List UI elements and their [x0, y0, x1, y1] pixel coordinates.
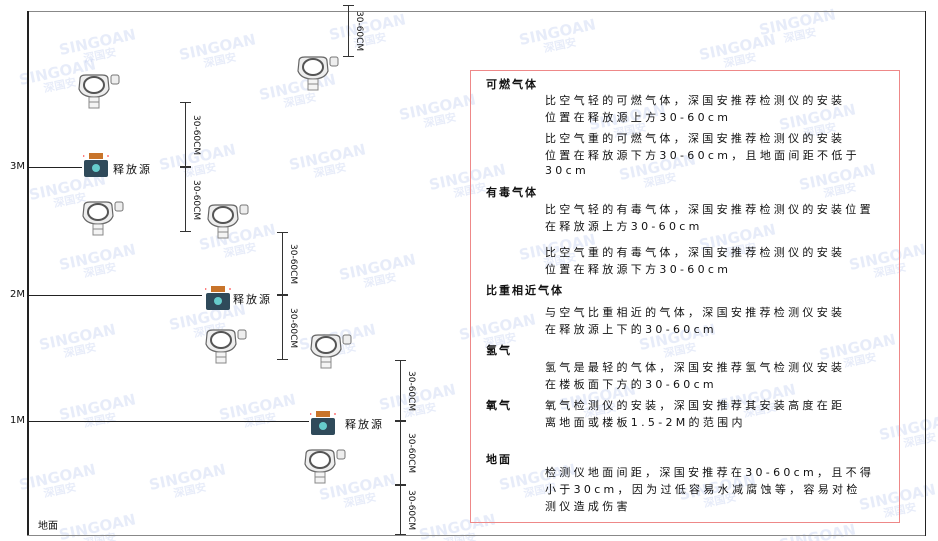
- legend-text-line: 与空气比重相近的气体，深国安推荐检测仪安装: [545, 306, 846, 319]
- level-1m-label: 1M: [10, 415, 25, 426]
- legend-section-title: 氧气: [486, 399, 512, 412]
- dimension-label: 30-60CM: [191, 179, 201, 220]
- legend-text-line: 检测仪地面间距，深国安推荐在30-60cm，且不得: [545, 466, 875, 479]
- legend-text-line: 小于30cm，因为过低容易水减腐蚀等，容易对检: [545, 483, 861, 496]
- legend-section-title: 氢气: [486, 344, 512, 357]
- dimension-label: 30-60CM: [406, 490, 416, 531]
- legend-text-line: 氢气是最轻的气体，深国安推荐氢气检测仪安装: [545, 361, 846, 374]
- legend-section-title: 可燃气体: [486, 78, 538, 91]
- dimension-label: 30-60CM: [406, 370, 416, 411]
- legend-text-line: 位置在释放源上方30-60cm: [545, 111, 732, 124]
- release-source-label: 释放源: [233, 293, 272, 306]
- legend-text-line: 比空气重的有毒气体，深国安推荐检测仪的安装: [545, 246, 846, 259]
- dimension-line: [395, 485, 406, 535]
- legend-text-line: 测仪造成伤害: [545, 500, 631, 513]
- dimension-label: 30-60CM: [191, 114, 201, 155]
- gas-detector-icon: [302, 448, 346, 488]
- dimension-line: [277, 232, 288, 295]
- level-1m-line: [27, 421, 309, 422]
- legend-section-title: 地面: [486, 453, 512, 466]
- legend-text-line: 30cm: [545, 164, 589, 177]
- gas-detector-icon: [76, 73, 120, 113]
- legend-text-line: 在释放源上方30-60cm: [545, 220, 703, 233]
- release-source-icon: [82, 152, 109, 182]
- gas-detector-icon: [203, 328, 247, 368]
- legend-text-line: 离地面或楼板1.5-2M的范围内: [545, 416, 746, 429]
- dimension-label: 30-60CM: [288, 307, 298, 348]
- level-2m-label: 2M: [10, 289, 25, 300]
- wall-line: [27, 11, 29, 536]
- legend-text-line: 比空气轻的可燃气体，深国安推荐检测仪的安装: [545, 94, 846, 107]
- gas-detector-icon: [308, 333, 352, 373]
- gas-detector-icon: [205, 203, 249, 243]
- dimension-line: [343, 5, 354, 57]
- legend-text-line: 位置在释放源下方30-60cm: [545, 263, 732, 276]
- floor-label: 地面: [38, 521, 58, 532]
- legend-section-title: 有毒气体: [486, 186, 538, 199]
- release-source-icon: [204, 285, 231, 315]
- legend-section-title: 比重相近气体: [486, 284, 564, 297]
- legend-text-line: 在楼板面下方的30-60cm: [545, 378, 717, 391]
- level-2m-line: [27, 295, 202, 296]
- legend-text-line: 比空气重的可燃气体，深国安推荐检测仪的安装: [545, 132, 846, 145]
- dimension-label: 30-60CM: [354, 11, 364, 52]
- release-source-label: 释放源: [345, 418, 384, 431]
- gas-detector-icon: [295, 55, 339, 95]
- dimension-line: [180, 167, 191, 232]
- legend-text-line: 氧气检测仪的安装，深国安推荐其安装高度在距: [545, 399, 846, 412]
- dimension-line: [180, 102, 191, 167]
- legend-text-line: 比空气轻的有毒气体，深国安推荐检测仪的安装位置: [545, 203, 874, 216]
- release-source-label: 释放源: [113, 163, 152, 176]
- release-source-icon: [309, 410, 336, 440]
- dimension-label: 30-60CM: [288, 243, 298, 284]
- right-wall-line: [925, 11, 926, 536]
- floor-line: [27, 535, 925, 536]
- dimension-line: [395, 360, 406, 421]
- dimension-line: [277, 295, 288, 360]
- dimension-line: [395, 421, 406, 485]
- gas-detector-icon: [80, 200, 124, 240]
- ceiling-line: [27, 11, 925, 12]
- legend-box: [470, 70, 900, 523]
- legend-text-line: 位置在释放源下方30-60cm，且地面间距不低于: [545, 149, 860, 162]
- level-3m-label: 3M: [10, 161, 25, 172]
- level-3m-line: [27, 167, 82, 168]
- legend-text-line: 在释放源上下的30-60cm: [545, 323, 717, 336]
- dimension-label: 30-60CM: [406, 433, 416, 474]
